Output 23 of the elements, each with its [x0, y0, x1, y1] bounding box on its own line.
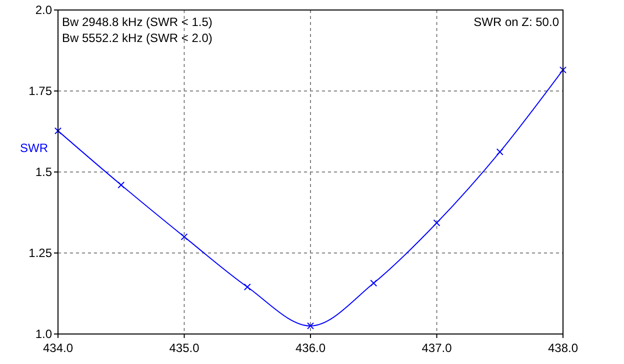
y-tick-label: 1.5 [35, 165, 52, 179]
annotation: SWR on Z: 50.0 [474, 15, 560, 29]
point [54, 127, 62, 134]
y-tick-label: 2.0 [35, 3, 52, 17]
annotation: Bw 2948.8 kHz (SWR < 1.5) [62, 15, 212, 29]
y-tick-label: 1.25 [28, 246, 52, 260]
y-axis-title: SWR [20, 141, 48, 155]
point [118, 181, 125, 188]
x-tick-label: 434.0 [42, 341, 74, 355]
point [496, 148, 504, 156]
annotation: Bw 5552.2 kHz (SWR < 2.0) [62, 31, 212, 45]
point [180, 233, 188, 240]
y-tick-label: 1.0 [35, 327, 52, 341]
x-tick-label: 437.0 [422, 341, 452, 355]
x-tick-label: 436.0 [295, 341, 326, 355]
point [433, 219, 440, 226]
point [370, 280, 378, 287]
x-tick-label: 435.0 [169, 341, 200, 355]
y-tick-label: 1.75 [28, 84, 52, 98]
x-tick-label: 438.0 [548, 341, 578, 355]
point [560, 66, 566, 74]
point [307, 322, 314, 330]
point [244, 284, 251, 291]
